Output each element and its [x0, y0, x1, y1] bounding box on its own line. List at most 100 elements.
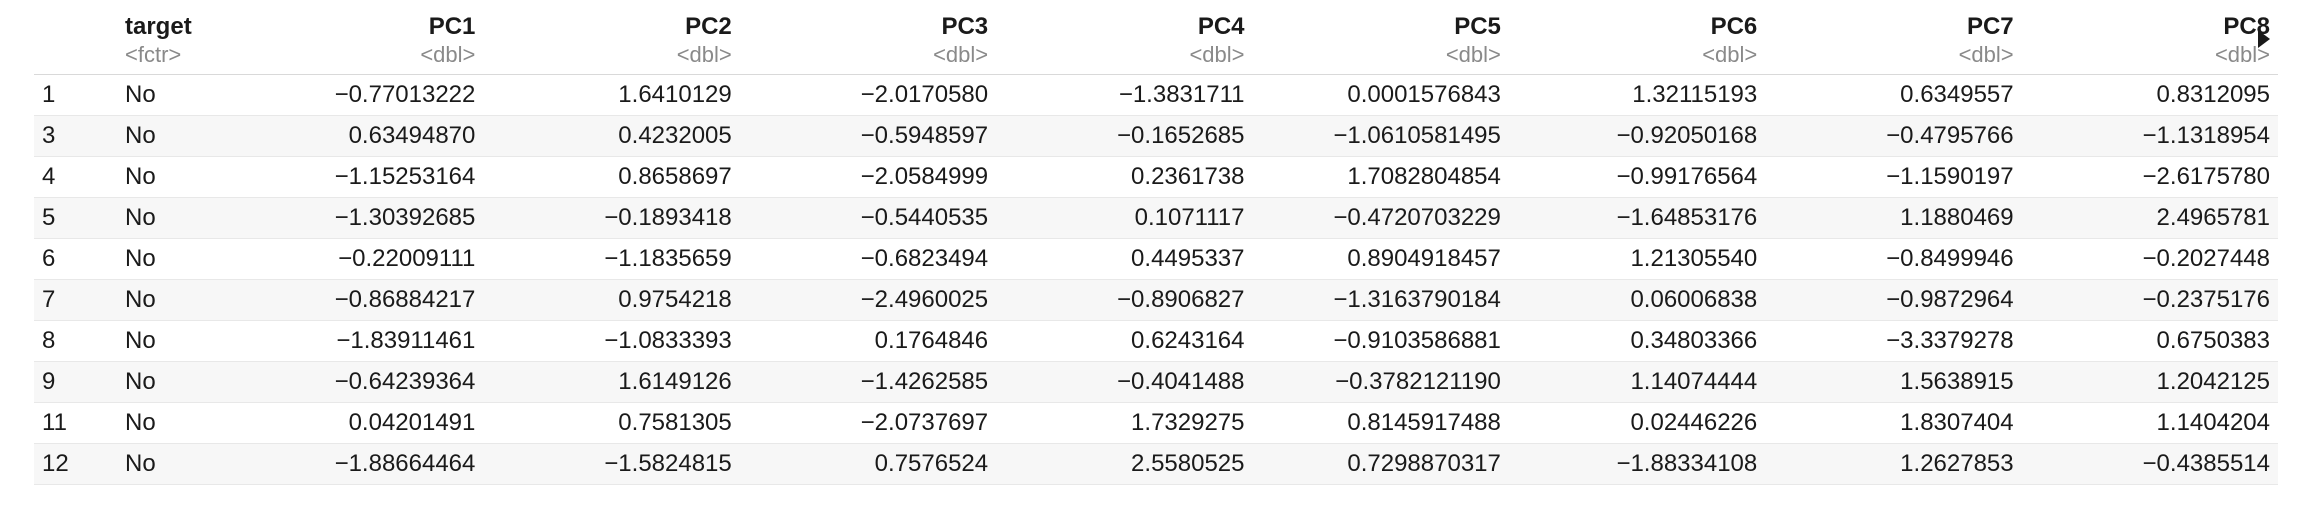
table-header: target <fctr> PC1 <dbl> PC2 <dbl> PC3 <dbl> PC4 <…	[34, 0, 2278, 75]
value-cell: 0.1764846	[739, 320, 997, 362]
column-name: PC3	[941, 13, 989, 40]
value-cell: −0.1893418	[483, 197, 740, 239]
value-cell: −1.0833393	[483, 320, 740, 362]
target-cell: No	[117, 320, 227, 362]
target-cell: No	[117, 74, 227, 116]
table-row: 4 No −1.15253164 0.8658697 −2.0584999 0.23617…	[34, 156, 2278, 198]
value-cell: 2.5580525	[996, 443, 1253, 485]
target-cell: No	[117, 197, 227, 239]
target-cell: No	[117, 238, 227, 280]
target-cell: No	[117, 443, 227, 485]
value-cell: 0.8904918457	[1252, 238, 1509, 280]
column-type: <dbl>	[1189, 42, 1245, 67]
value-cell: −0.9103586881	[1252, 320, 1509, 362]
value-cell: 0.0001576843	[1252, 74, 1509, 116]
value-cell: −1.3831711	[996, 74, 1253, 116]
value-cell: 0.1071117	[996, 197, 1253, 239]
value-cell: −0.2375176	[2021, 279, 2278, 321]
column-name: PC4	[1197, 13, 1245, 40]
table-row: 3 No 0.63494870 0.4232005 −0.5948597 −0.16526…	[34, 115, 2278, 157]
value-cell: 1.7082804854	[1252, 156, 1509, 198]
value-cell: 0.34803366	[1508, 320, 1766, 362]
row-index-cell: 7	[34, 279, 117, 321]
value-cell: 0.6243164	[996, 320, 1253, 362]
column-header-pc4[interactable]: PC4 <dbl>	[996, 0, 1253, 75]
column-header-target[interactable]: target <fctr>	[117, 0, 227, 75]
row-index-cell: 4	[34, 156, 117, 198]
value-cell: −1.88334108	[1508, 443, 1766, 485]
row-index-cell: 3	[34, 115, 117, 157]
column-type: <dbl>	[1445, 42, 1501, 67]
value-cell: 0.7581305	[483, 402, 740, 444]
value-cell: −1.64853176	[1508, 197, 1766, 239]
value-cell: 1.32115193	[1508, 74, 1766, 116]
value-cell: −1.1318954	[2021, 115, 2278, 157]
value-cell: 1.5638915	[1765, 361, 2022, 403]
value-cell: −0.1652685	[996, 115, 1253, 157]
value-cell: 0.04201491	[227, 402, 484, 444]
value-cell: −1.83911461	[227, 320, 484, 362]
value-cell: 0.8658697	[483, 156, 740, 198]
value-cell: 0.7298870317	[1252, 443, 1509, 485]
value-cell: −2.6175780	[2021, 156, 2278, 198]
column-header-pc7[interactable]: PC7 <dbl>	[1765, 0, 2022, 75]
value-cell: −0.6823494	[739, 238, 997, 280]
value-cell: −0.86884217	[227, 279, 484, 321]
table-row: 11 No 0.04201491 0.7581305 −2.0737697 1.73292…	[34, 402, 2278, 444]
value-cell: −0.9872964	[1765, 279, 2022, 321]
value-cell: 1.21305540	[1508, 238, 1766, 280]
value-cell: −1.30392685	[227, 197, 484, 239]
value-cell: −0.4795766	[1765, 115, 2022, 157]
table-body: 1 No −0.77013222 1.6410129 −2.0170580 −1.3831…	[34, 74, 2278, 485]
column-header-pc8[interactable]: PC8 <dbl>	[2021, 0, 2278, 75]
value-cell: 1.6149126	[483, 361, 740, 403]
table-row: 12 No −1.88664464 −1.5824815 0.7576524 2.5580…	[34, 443, 2278, 485]
value-cell: 2.4965781	[2021, 197, 2278, 239]
value-cell: 0.2361738	[996, 156, 1253, 198]
value-cell: 0.06006838	[1508, 279, 1766, 321]
column-type: <dbl>	[1958, 42, 2014, 67]
column-header-pc5[interactable]: PC5 <dbl>	[1252, 0, 1509, 75]
column-name: PC6	[1710, 13, 1758, 40]
value-cell: −0.4041488	[996, 361, 1253, 403]
value-cell: −0.22009111	[227, 238, 484, 280]
column-header-pc3[interactable]: PC3 <dbl>	[739, 0, 997, 75]
column-name: PC2	[685, 13, 732, 40]
value-cell: 0.8145917488	[1252, 402, 1509, 444]
column-header-pc6[interactable]: PC6 <dbl>	[1508, 0, 1766, 75]
value-cell: −1.4262585	[739, 361, 997, 403]
value-cell: 1.6410129	[483, 74, 740, 116]
value-cell: 1.1404204	[2021, 402, 2278, 444]
value-cell: −2.4960025	[739, 279, 997, 321]
row-index-cell: 9	[34, 361, 117, 403]
column-name: PC1	[428, 13, 476, 40]
value-cell: 1.1880469	[1765, 197, 2022, 239]
header-row: target <fctr> PC1 <dbl> PC2 <dbl> PC3 <dbl> PC4 <…	[34, 0, 2278, 75]
target-cell: No	[117, 156, 227, 198]
scroll-right-icon[interactable]	[2258, 30, 2270, 48]
row-index-cell: 8	[34, 320, 117, 362]
table-row: 1 No −0.77013222 1.6410129 −2.0170580 −1.3831…	[34, 74, 2278, 116]
target-cell: No	[117, 402, 227, 444]
table-row: 7 No −0.86884217 0.9754218 −2.4960025 −0.8906…	[34, 279, 2278, 321]
value-cell: −0.4720703229	[1252, 197, 1509, 239]
value-cell: −0.77013222	[227, 74, 484, 116]
column-header-pc2[interactable]: PC2 <dbl>	[483, 0, 740, 75]
value-cell: 1.2627853	[1765, 443, 2022, 485]
value-cell: 0.63494870	[227, 115, 484, 157]
column-type: <dbl>	[2214, 42, 2270, 67]
target-cell: No	[117, 115, 227, 157]
table-row: 8 No −1.83911461 −1.0833393 0.1764846 0.62431…	[34, 320, 2278, 362]
table-row: 6 No −0.22009111 −1.1835659 −0.6823494 0.4495…	[34, 238, 2278, 280]
value-cell: 1.7329275	[996, 402, 1253, 444]
column-name: PC7	[1966, 13, 2014, 40]
value-cell: −0.4385514	[2021, 443, 2278, 485]
target-cell: No	[117, 279, 227, 321]
value-cell: −1.1835659	[483, 238, 740, 280]
data-table: target <fctr> PC1 <dbl> PC2 <dbl> PC3 <dbl> PC4 <…	[34, 0, 2278, 485]
value-cell: −1.1590197	[1765, 156, 2022, 198]
column-header-pc1[interactable]: PC1 <dbl>	[227, 0, 484, 75]
value-cell: −1.15253164	[227, 156, 484, 198]
value-cell: 0.9754218	[483, 279, 740, 321]
value-cell: −1.3163790184	[1252, 279, 1509, 321]
